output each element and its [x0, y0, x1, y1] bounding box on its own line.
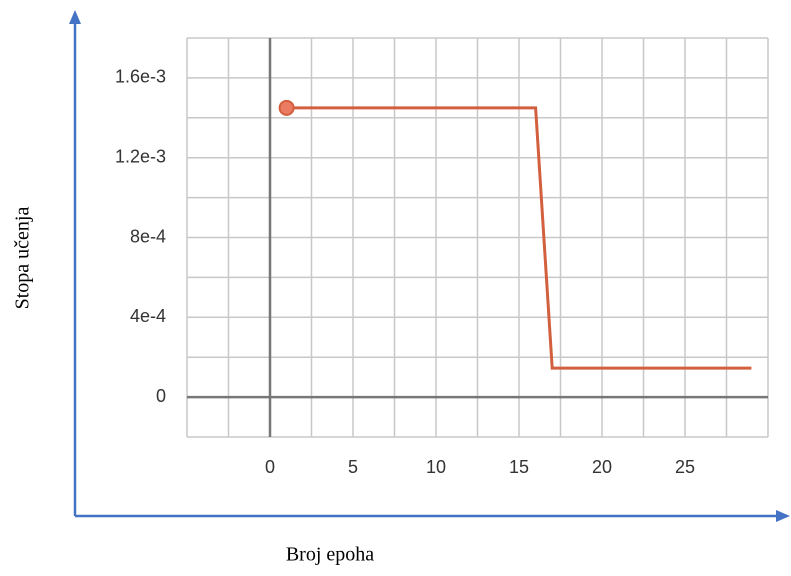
x-tick-label: 15 — [509, 457, 529, 477]
x-tick-label: 10 — [426, 457, 446, 477]
x-tick-label: 25 — [675, 457, 695, 477]
y-tick-label: 0 — [156, 386, 166, 406]
y-axis-label: Stopa učenja — [12, 207, 34, 310]
y-tick-label: 8e-4 — [130, 226, 166, 246]
plot-area: 0 4e-4 8e-4 1.2e-3 1.6e-3 0 5 10 15 20 25 — [115, 37, 769, 477]
y-tick-label: 1.2e-3 — [115, 146, 166, 166]
line — [286, 106, 752, 370]
y-tick-label: 4e-4 — [130, 306, 166, 326]
x-tick-label: 5 — [348, 457, 358, 477]
point-marker — [278, 99, 295, 116]
x-axis-label: Broj epoha — [286, 544, 374, 566]
y-tick-label: 1.6e-3 — [115, 67, 166, 87]
outer-axes — [69, 10, 790, 522]
x-tick-label: 20 — [592, 457, 612, 477]
x-tick-label: 0 — [265, 457, 275, 477]
